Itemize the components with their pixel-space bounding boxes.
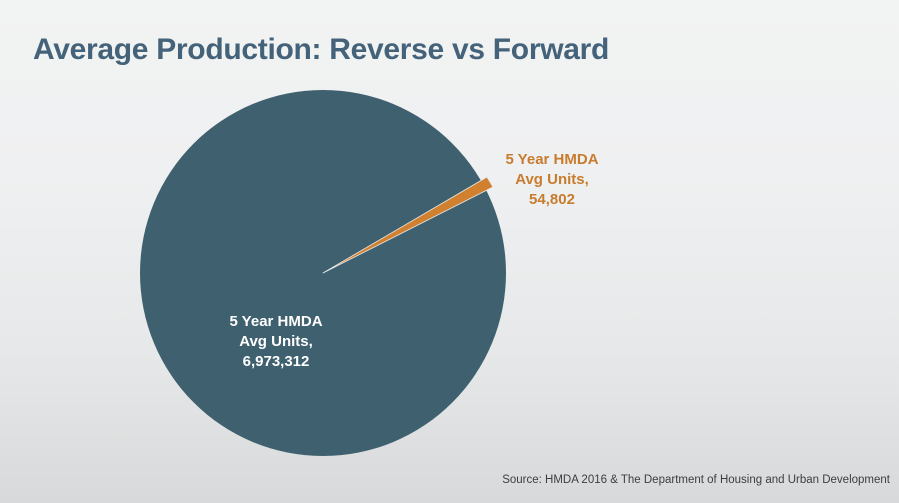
forward-slice-label-value: 6,973,312 [242, 353, 310, 370]
forward-slice-label: 5 Year HMDA Avg Units, 6,973,312 [156, 312, 396, 372]
forward-slice-label-line2: Avg Units, [239, 333, 313, 350]
reverse-slice-label: 5 Year HMDA Avg Units, 54,802 [452, 150, 652, 210]
reverse-slice-label-line1: 5 Year HMDA [505, 151, 599, 168]
reverse-slice-label-line2: Avg Units, [515, 171, 589, 188]
source-attribution: Source: HMDA 2016 & The Department of Ho… [502, 474, 890, 486]
chart-title: Average Production: Reverse vs Forward [33, 33, 610, 66]
forward-slice-label-line1: 5 Year HMDA [229, 313, 323, 330]
pie-slice-reverse [322, 176, 494, 274]
reverse-slice-label-value: 54,802 [529, 191, 575, 208]
